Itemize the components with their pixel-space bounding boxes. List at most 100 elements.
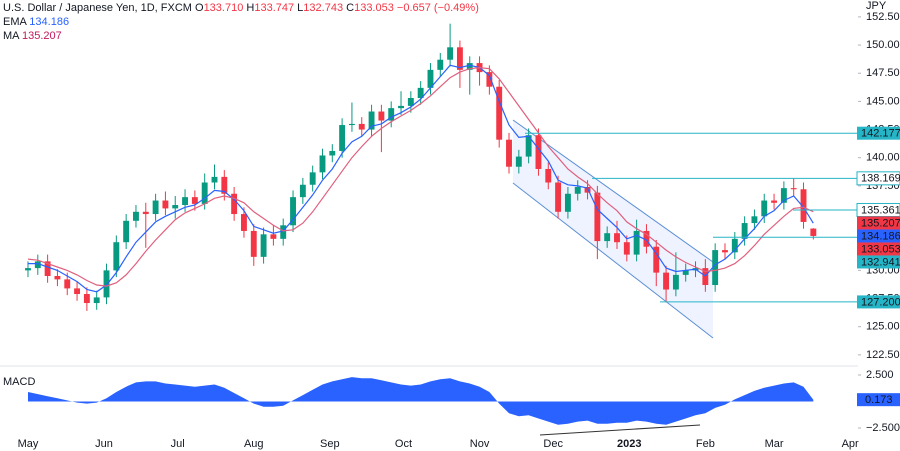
candle-body (437, 59, 444, 70)
candle-body (378, 111, 385, 121)
candle-body (83, 294, 90, 304)
candle-body (643, 230, 650, 247)
candle-body (672, 274, 679, 290)
price-label: 133.053 (861, 243, 900, 255)
candle-body (800, 189, 807, 222)
candle-body (123, 220, 130, 243)
ohlc-key: C (346, 2, 355, 14)
x-tick-label: 2023 (617, 438, 641, 450)
x-tick-label: Nov (470, 438, 490, 450)
candle-body (407, 98, 414, 106)
price-label: 142.177 (861, 128, 900, 140)
candle-body (790, 188, 797, 190)
candle-body (810, 228, 817, 236)
candle-body (427, 69, 434, 88)
price-label: 135.361 (861, 204, 900, 216)
price-label: 132.941 (861, 256, 900, 268)
x-tick-label: Feb (696, 438, 715, 450)
candle-body (103, 270, 110, 298)
macd-area (27, 377, 814, 425)
candle-body (780, 188, 787, 203)
candle-body (221, 176, 228, 194)
y-tick-label: 145.000 (866, 95, 900, 107)
candle-body (93, 297, 100, 304)
candle-body (751, 216, 758, 224)
candle-body (722, 250, 728, 253)
candle-body (319, 155, 326, 173)
candle-body (133, 211, 139, 221)
ohlc-value: 133.053 (354, 2, 394, 14)
ohlc-key: O (195, 2, 204, 14)
candle-body (260, 234, 267, 257)
candle-body (191, 197, 198, 204)
candle-body (113, 242, 120, 271)
candle-body (142, 211, 149, 215)
candle-body (584, 187, 591, 193)
indicator-row: MA 135.207 (3, 29, 479, 43)
candle-body (515, 156, 522, 167)
candle-body (564, 193, 571, 212)
price-label-box (857, 255, 900, 269)
ohlc-value: 133.710 (203, 2, 244, 14)
channel-line (512, 182, 714, 339)
candle-body (34, 261, 41, 269)
candle-body (201, 182, 208, 204)
symbol: U.S. Dollar / Japanese Yen, 1D, FXCM (3, 2, 192, 14)
candle-body (172, 205, 179, 209)
currency: JPY (866, 0, 887, 12)
candle-body (555, 182, 562, 212)
candle-body (25, 268, 31, 271)
candle-body (54, 276, 61, 280)
candle-body (270, 234, 277, 239)
candle-body (731, 238, 738, 253)
candle-body (64, 279, 71, 289)
candle-body (506, 139, 512, 167)
divergence-line (539, 424, 701, 436)
y-tick-label: 152.500 (866, 11, 900, 23)
ohlc-value: 132.743 (303, 2, 344, 14)
candle-body (231, 193, 238, 215)
legend: U.S. Dollar / Japanese Yen, 1D, FXCM O13… (3, 1, 479, 43)
candle-body (250, 230, 257, 257)
x-tick-label: Oct (395, 438, 412, 450)
candle-body (329, 150, 336, 156)
x-tick-label: May (18, 438, 39, 450)
indicator-value: 134.186 (29, 16, 70, 28)
candle-body (241, 214, 247, 231)
candle-body (74, 288, 81, 295)
candle-body (162, 200, 169, 209)
candle-body (633, 230, 640, 255)
y-tick-label: −2.500 (866, 422, 900, 434)
candle-body (309, 172, 316, 185)
candle-body (466, 63, 473, 70)
ohlc-key: L (297, 2, 304, 14)
price-label-box (857, 126, 900, 140)
candle-body (339, 125, 346, 151)
y-tick-label: 140.000 (866, 152, 900, 164)
x-tick-label: Sep (320, 438, 340, 450)
candle-body (447, 47, 454, 60)
price-label: 135.207 (861, 217, 900, 229)
y-tick-label: 125.000 (866, 321, 900, 333)
ohlc-value: 133.747 (254, 2, 295, 14)
candle-body (574, 187, 581, 194)
x-tick-label: Apr (842, 438, 859, 450)
indicator-value: 135.207 (21, 30, 62, 42)
ma-line (27, 66, 814, 287)
x-tick-label: Mar (765, 438, 784, 450)
price-label-box (857, 229, 900, 243)
candle-body (456, 47, 463, 70)
x-tick-label: Jul (171, 438, 185, 450)
candle-body (486, 72, 493, 87)
price-label-box (857, 242, 900, 256)
candle-body (604, 233, 611, 242)
indicator-name: EMA (3, 16, 27, 28)
candle-body (761, 200, 768, 217)
candle-body (653, 246, 660, 273)
candle-body (299, 184, 306, 198)
x-tick-label: Dec (543, 438, 563, 450)
candle-body (545, 168, 552, 183)
price-label-box (856, 171, 900, 186)
candle-body (182, 197, 188, 206)
